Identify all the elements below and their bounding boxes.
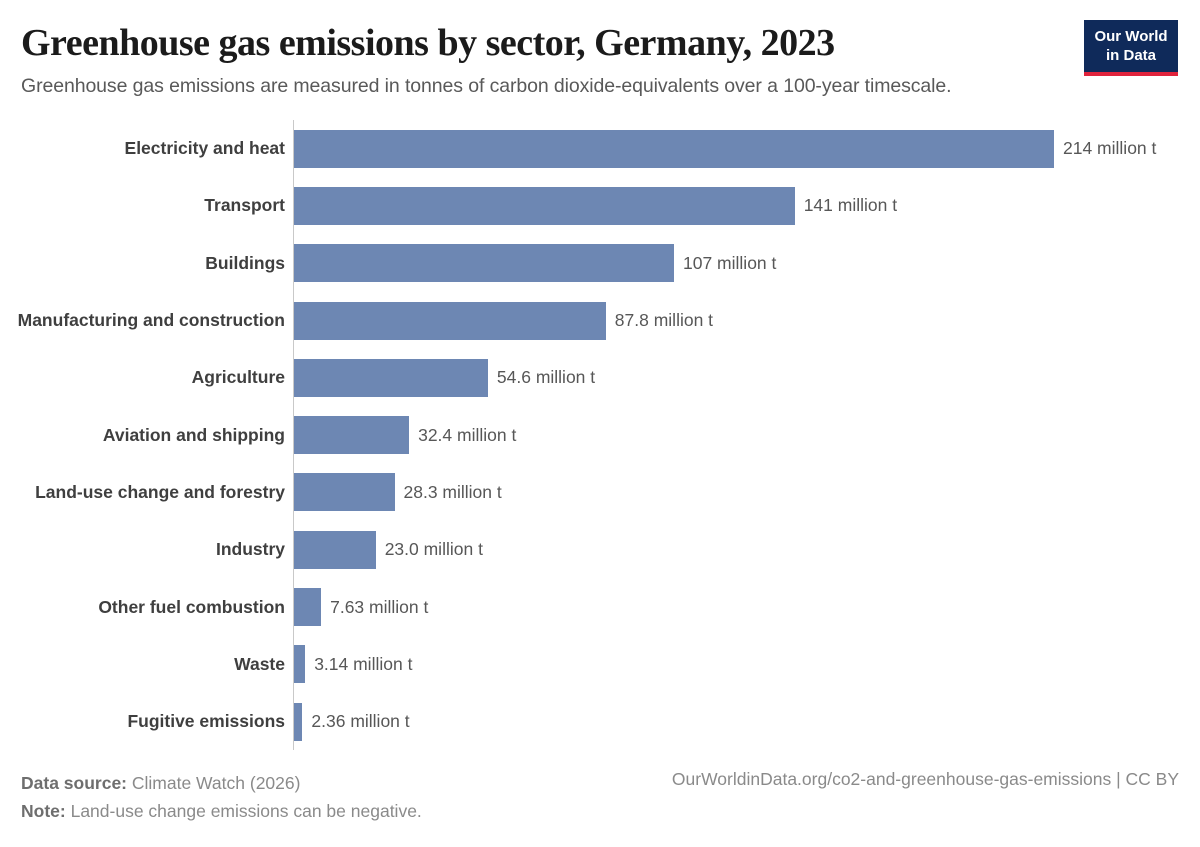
- bar[interactable]: [294, 645, 306, 684]
- chart-row: Other fuel combustion 7.63 million t: [0, 578, 1200, 636]
- bar[interactable]: [294, 702, 303, 741]
- category-label: Manufacturing and construction: [17, 310, 285, 331]
- chart-row: Buildings 107 million t: [0, 234, 1200, 292]
- value-label: 7.63 million t: [330, 596, 429, 617]
- note-line: Note: Land-use change emissions can be n…: [21, 797, 422, 825]
- plot-area: 28.3 million t: [293, 463, 1200, 522]
- owid-logo-line2: in Data: [1105, 46, 1156, 64]
- bar[interactable]: [294, 301, 606, 340]
- plot-area: 7.63 million t: [293, 578, 1200, 636]
- chart-row: Electricity and heat 214 million t: [0, 120, 1200, 178]
- chart-row: Waste 3.14 million t: [0, 635, 1200, 693]
- note-value: Land-use change emissions can be negativ…: [65, 801, 422, 821]
- chart-subtitle: Greenhouse gas emissions are measured in…: [21, 75, 952, 97]
- chart-title: Greenhouse gas emissions by sector, Germ…: [21, 22, 835, 64]
- category-label: Transport: [204, 195, 285, 216]
- chart-row: Manufacturing and construction 87.8 mill…: [0, 291, 1200, 350]
- value-label: 32.4 million t: [418, 424, 517, 445]
- chart-rows: Electricity and heat 214 million t Trans…: [0, 120, 1200, 751]
- bar[interactable]: [294, 129, 1054, 168]
- value-label: 28.3 million t: [403, 481, 502, 502]
- plot-area: 87.8 million t: [293, 291, 1200, 350]
- bar[interactable]: [294, 416, 410, 455]
- plot-area: 107 million t: [293, 234, 1200, 292]
- chart-row: Fugitive emissions 2.36 million t: [0, 692, 1200, 751]
- bar[interactable]: [294, 473, 395, 512]
- footer-attribution: Data source: Climate Watch (2026) Note: …: [21, 769, 422, 825]
- owid-logo-line1: Our World: [1094, 28, 1168, 45]
- plot-area: 141 million t: [293, 177, 1200, 235]
- bar[interactable]: [294, 588, 322, 627]
- footer-link: OurWorldinData.org/co2-and-greenhouse-ga…: [671, 769, 1179, 789]
- bar[interactable]: [294, 244, 674, 283]
- plot-area: 54.6 million t: [293, 349, 1200, 407]
- plot-area: 3.14 million t: [293, 635, 1200, 693]
- chart-row: Aviation and shipping 32.4 million t: [0, 406, 1200, 464]
- category-label: Buildings: [205, 252, 285, 273]
- plot-area: 23.0 million t: [293, 521, 1200, 579]
- category-label: Waste: [234, 653, 285, 674]
- chart-row: Transport 141 million t: [0, 177, 1200, 235]
- bar[interactable]: [294, 358, 488, 397]
- value-label: 2.36 million t: [311, 711, 410, 732]
- data-source-label: Data source:: [21, 773, 128, 793]
- category-label: Fugitive emissions: [127, 711, 285, 732]
- chart-row: Industry 23.0 million t: [0, 521, 1200, 579]
- plot-area: 214 million t: [293, 120, 1200, 178]
- category-label: Other fuel combustion: [98, 596, 285, 617]
- chart-row: Agriculture 54.6 million t: [0, 349, 1200, 407]
- category-label: Electricity and heat: [124, 138, 285, 159]
- plot-area: 32.4 million t: [293, 406, 1200, 464]
- category-label: Industry: [215, 539, 285, 560]
- chart-row: Land-use change and forestry 28.3 millio…: [0, 463, 1200, 522]
- value-label: 214 million t: [1063, 138, 1157, 159]
- category-label: Aviation and shipping: [102, 424, 285, 445]
- owid-logo: Our World in Data: [1084, 20, 1178, 76]
- bar[interactable]: [294, 186, 795, 225]
- value-label: 54.6 million t: [496, 367, 596, 388]
- value-label: 107 million t: [683, 252, 777, 273]
- note-label: Note:: [21, 801, 66, 821]
- category-label: Land-use change and forestry: [35, 481, 285, 502]
- plot-area: 2.36 million t: [293, 692, 1200, 751]
- data-source-line: Data source: Climate Watch (2026): [21, 769, 422, 797]
- value-label: 3.14 million t: [314, 653, 413, 674]
- category-label: Agriculture: [191, 367, 285, 388]
- value-label: 87.8 million t: [614, 310, 714, 331]
- value-label: 141 million t: [803, 195, 898, 216]
- value-label: 23.0 million t: [384, 539, 483, 560]
- data-source-value: Climate Watch (2026): [127, 773, 301, 793]
- bar[interactable]: [294, 530, 376, 569]
